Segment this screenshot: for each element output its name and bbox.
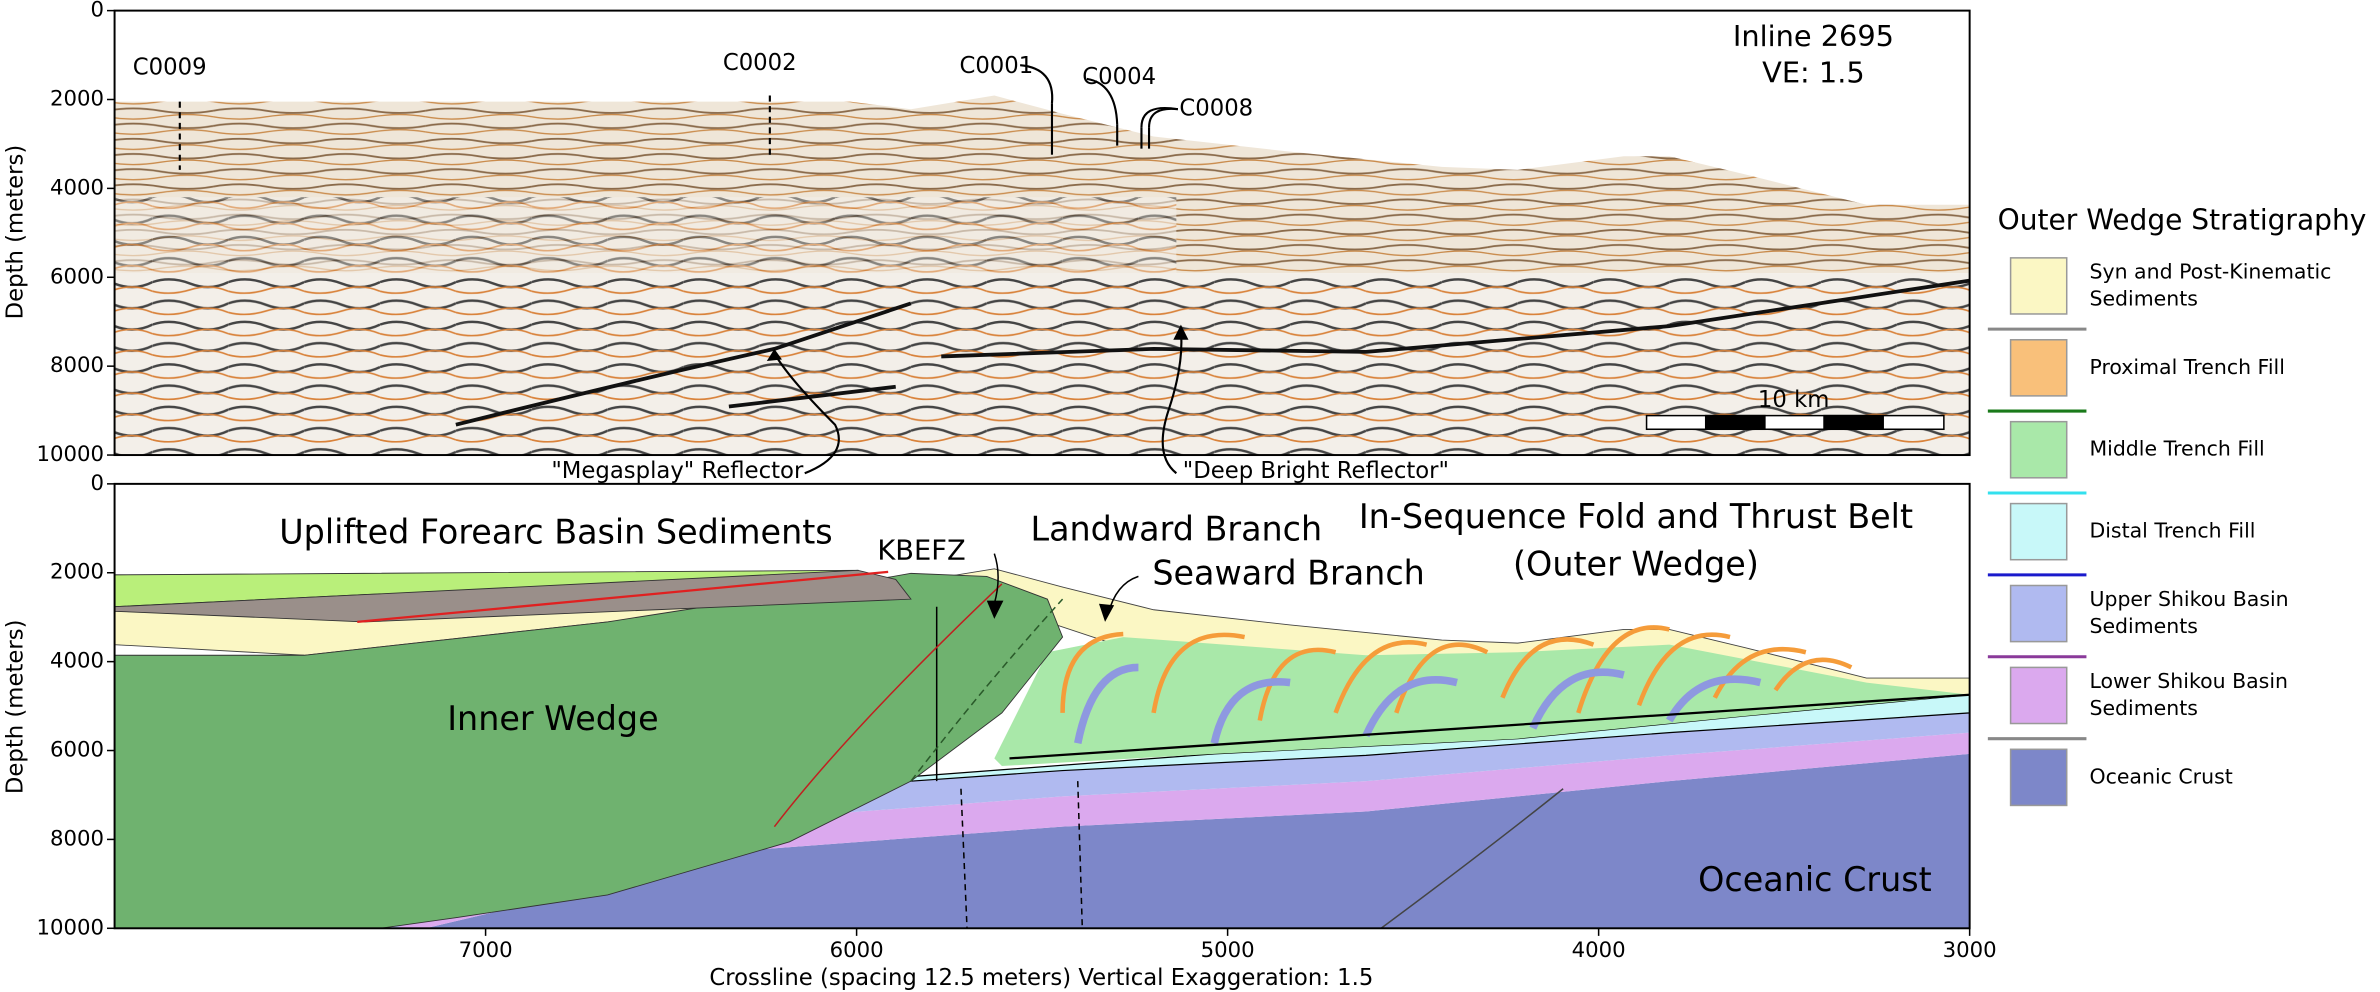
- legend-label: Lower Shikou Basin: [2089, 669, 2288, 693]
- legend-label: Sediments: [2089, 287, 2197, 311]
- annotation: C0008: [1179, 96, 1253, 122]
- y-tick-label: 8000: [50, 826, 104, 851]
- reflector: [728, 384, 896, 409]
- annotation: "Deep Bright Reflector": [1183, 458, 1449, 484]
- annotation: In-Sequence Fold and Thrust Belt: [1359, 497, 1913, 536]
- annotation: VE: 1.5: [1762, 55, 1865, 89]
- section-panel: Uplifted Forearc Basin Sediments KBEFZ L…: [2, 203, 2366, 990]
- plot-frame: [113, 9, 1971, 457]
- annotation: C0004: [1082, 64, 1156, 90]
- legend-swatch: [2009, 420, 2068, 479]
- x-tick-label: 6000: [830, 938, 884, 963]
- y-tick-label: 2000: [50, 560, 104, 585]
- y-tick-label: 8000: [50, 353, 104, 378]
- legend-swatch: [2009, 257, 2068, 315]
- arrow-head: [1173, 324, 1189, 340]
- arrow-head: [766, 348, 782, 362]
- unit-lower-shikou: [380, 732, 1970, 929]
- legend-swatch: [2009, 339, 2068, 397]
- annotation: Seaward Branch: [1152, 553, 1424, 592]
- unit-middle-fill: [994, 637, 1970, 766]
- x-tick-label: 7000: [459, 938, 513, 963]
- y-tick-label: 0: [90, 0, 104, 23]
- x-axis-label: Crossline (spacing 12.5 meters) Vertical…: [709, 965, 1373, 991]
- y-tick-label: 2000: [50, 87, 104, 112]
- scale-bar: [1645, 414, 1945, 431]
- unit-oceanic-crust: [425, 753, 1970, 929]
- y-axis-label: Depth (meters): [2, 620, 28, 795]
- annotation: KBEFZ: [877, 536, 965, 567]
- legend-label: Distal Trench Fill: [2089, 519, 2255, 543]
- legend-label: Proximal Trench Fill: [2089, 355, 2284, 379]
- unit-forearc-gray: [114, 569, 912, 623]
- annotation: Landward Branch: [1031, 509, 1323, 548]
- y-tick-label: 6000: [50, 738, 104, 763]
- annotation: Inline 2695: [1733, 19, 1894, 53]
- legend-label: Upper Shikou Basin: [2089, 587, 2288, 611]
- y-axis-label: Depth (meters): [2, 145, 28, 320]
- y-tick-label: 10000: [36, 442, 104, 467]
- annotation: 10 km: [1758, 387, 1830, 413]
- plot-frame: [113, 482, 1971, 930]
- x-tick-label: 5000: [1201, 938, 1255, 963]
- annotation: C0001: [959, 53, 1033, 79]
- annotation: Oceanic Crust: [1698, 860, 1932, 899]
- legend-swatch: [2009, 666, 2068, 725]
- legend-label: Syn and Post-Kinematic: [2089, 259, 2331, 283]
- legend-label: Middle Trench Fill: [2089, 437, 2264, 461]
- arrow-head: [1098, 603, 1115, 622]
- y-tick-label: 0: [90, 471, 104, 496]
- annotation: (Outer Wedge): [1513, 544, 1759, 583]
- annotation: "Megasplay" Reflector: [551, 458, 804, 484]
- y-tick-label: 4000: [50, 175, 104, 200]
- horizon: [357, 570, 889, 624]
- reflector: [455, 301, 912, 427]
- legend-swatch: [2009, 748, 2068, 807]
- annotation: Inner Wedge: [447, 699, 658, 738]
- legend-label: Sediments: [2089, 696, 2197, 720]
- faults: [773, 553, 1564, 929]
- legend-label: Sediments: [2089, 614, 2197, 638]
- legend-swatch: [2009, 502, 2068, 561]
- y-tick-label: 4000: [50, 649, 104, 674]
- fold-belt: [1009, 625, 1970, 760]
- annotation: Uplifted Forearc Basin Sediments: [279, 512, 832, 551]
- arrow-head: [986, 600, 1004, 619]
- borehole-lines: [178, 64, 1183, 475]
- x-tick-label: 4000: [1572, 938, 1626, 963]
- seismic-mid: [114, 197, 1177, 289]
- y-tick-label: 6000: [50, 264, 104, 289]
- seismic-panel: C0009 C0002 C0001 C0004 C0008 Inline 269…: [2, 9, 1971, 484]
- legend-title: Outer Wedge Stratigraphy: [1998, 203, 2367, 236]
- legend-label: Oceanic Crust: [2089, 764, 2232, 788]
- x-tick-label: 3000: [1943, 938, 1997, 963]
- reflector: [941, 278, 1970, 359]
- y-tick-label: 10000: [36, 915, 104, 940]
- legend-swatch: [2009, 584, 2068, 643]
- annotation: C0009: [133, 55, 207, 81]
- annotation: C0002: [723, 50, 797, 76]
